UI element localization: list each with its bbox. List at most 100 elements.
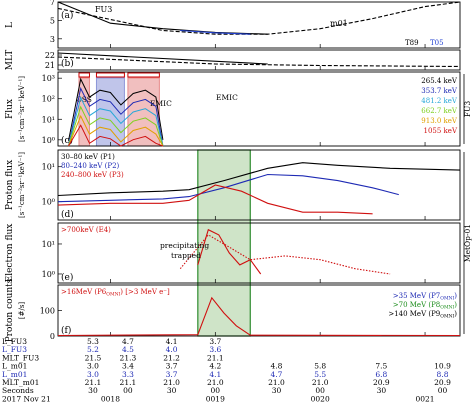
ytick-label-b-0: 21 (45, 61, 55, 70)
legend-c-4: 913.0 keV (421, 117, 458, 125)
panel-frame-e (57, 222, 461, 284)
table-cell-0-3: 3.7 (209, 337, 221, 346)
legend-d-2: 240–800 keV (P3) (61, 171, 124, 179)
flux-channel-3 (68, 105, 164, 147)
table-cell-4-1: 3.3 (122, 370, 134, 379)
yunits-c: [s⁻¹cm⁻²sr⁻¹keV⁻¹] (18, 76, 26, 142)
ytick-label-d-1: 10¹ (42, 163, 55, 172)
table-cell-5-7: 20.9 (434, 378, 451, 387)
ylabel-e: Electron flux (5, 224, 15, 283)
series-e-trapped (179, 234, 391, 275)
band-marker-0 (78, 72, 90, 78)
table-cell-6-3: 00 (211, 386, 221, 395)
ylabel-b: MLT (5, 50, 15, 70)
table-row-label-3: L_m01 (2, 362, 27, 371)
table-cell-5-4: 21.0 (268, 378, 285, 387)
yunits-d: [s⁻¹cm⁻²sr⁻¹keV⁻¹] (18, 152, 26, 218)
table-cell-6-7: 00 (438, 386, 448, 395)
table-cell-0-2: 4.1 (166, 337, 178, 346)
table-cell-4-0: 3.0 (87, 370, 99, 379)
annotation-precipitating: precipitating (160, 241, 209, 250)
label-fu3: FU3 (95, 5, 112, 14)
ytick-label-c-3: 10³ (42, 74, 55, 83)
time-tick-label-0: 0018 (101, 394, 120, 403)
flux-channel-5 (68, 124, 164, 147)
panel-a: 3 5 7 L (a) FU3 m01 T89 T05 (5, 0, 461, 49)
ytick-label-a-0: 3 (50, 35, 55, 44)
table-cell-5-5: 21.0 (312, 378, 329, 387)
table-cell-2-3: 21.1 (207, 353, 224, 362)
ytick-label-e-0: 10⁰ (42, 270, 55, 279)
flux-channel-2 (68, 96, 164, 147)
ylabel-f: Proton counts (5, 278, 15, 342)
panel-letter-a: (a) (61, 10, 73, 21)
panel-letter-e: (e) (61, 272, 73, 283)
table-cell-3-4: 4.8 (271, 362, 283, 371)
ytick-label-f-0: 0 (50, 332, 55, 341)
legend-f-3: >140 MeV (P9OMNI) (388, 310, 457, 320)
ylabel-a: L (5, 22, 15, 28)
series-d-p1 (57, 162, 461, 197)
table-cell-4-6: 6.8 (375, 370, 387, 379)
table-row-label-6: Seconds (2, 386, 34, 395)
series-a-fu3 (57, 1, 268, 35)
table-cell-1-2: 4.0 (166, 345, 178, 354)
annotation-trapped: trapped (171, 251, 201, 260)
legend-f-0: >16MeV (P6OMNI) [>3 MeV e⁻] (61, 288, 170, 298)
table-cell-6-4: 30 (272, 386, 282, 395)
table-cell-5-2: 21.0 (163, 378, 180, 387)
table-cell-3-0: 3.0 (87, 362, 99, 371)
ytick-label-e-1: 10¹ (42, 240, 55, 249)
panel-frame-a (57, 1, 461, 49)
table-cell-3-5: 5.8 (314, 362, 326, 371)
series-d-p3 (57, 184, 373, 215)
panel-frame-d (57, 149, 461, 221)
panel-letter-d: (d) (61, 209, 74, 220)
table-cell-1-3: 3.6 (209, 345, 221, 354)
ylabel-c: Flux (5, 99, 15, 119)
table-cell-3-3: 4.2 (209, 362, 221, 371)
series-b-fu3 (57, 52, 268, 65)
legend-c-1: 353.7 keV (421, 87, 458, 95)
table-cell-2-2: 21.2 (163, 353, 180, 362)
time-tick-label-1: 0019 (206, 394, 225, 403)
series-a-fu3_t05 (180, 29, 251, 35)
table-cell-6-1: 00 (123, 386, 133, 395)
panel-d: 10⁰ 10¹ Proton flux [s⁻¹cm⁻²sr⁻¹keV⁻¹] (d) 30… (5, 149, 461, 221)
yunits-f: [#/s] (18, 302, 26, 320)
table-cell-5-6: 20.9 (373, 378, 390, 387)
legend-f-2: >70 MeV (P8OMNI) (393, 301, 458, 311)
table-cell-5-0: 21.1 (85, 378, 102, 387)
ytick-label-a-1: 5 (50, 16, 55, 25)
table-cell-6-5: 00 (315, 386, 325, 395)
ytick-label-f-1: 100 (40, 307, 55, 316)
table-cell-6-2: 30 (167, 386, 177, 395)
table-cell-2-1: 21.3 (120, 353, 137, 362)
table-row-label-4: L_m01 (2, 370, 27, 379)
table-cell-4-3: 4.1 (209, 370, 221, 379)
table-cell-6-6: 30 (377, 386, 387, 395)
table-cell-3-1: 3.4 (122, 362, 134, 371)
table-cell-3-2: 3.7 (166, 362, 178, 371)
ytick-label-c-1: 10¹ (42, 115, 55, 124)
legend-f-1: >35 MeV (P7OMNI) (393, 292, 458, 302)
date-label: 2017 Nov 21 (2, 394, 51, 403)
series-b-m01 (57, 56, 461, 68)
table-cell-4-4: 4.7 (271, 370, 283, 379)
table-cell-1-1: 4.5 (122, 345, 134, 354)
annotation-emic-1: EMIC (150, 99, 172, 108)
panel-letter-f: (f) (61, 325, 71, 336)
panel-e: 10⁰ 10¹ Electron flux (e) >700keV (E4) precip… (5, 222, 461, 284)
legend-d-1: 80–240 keV (P2) (61, 162, 120, 170)
series-d-p2 (57, 173, 399, 203)
time-tick-label-3: 0021 (415, 394, 434, 403)
panel-frame-b (57, 49, 461, 71)
legend-e-0: >700keV (E4) (61, 226, 111, 234)
ytick-label-a-2: 7 (50, 0, 55, 7)
series-f-p6 (57, 296, 461, 337)
legend-c-5: 1055 keV (424, 127, 458, 135)
ytick-label-b-1: 22 (45, 51, 55, 60)
table-cell-4-5: 5.5 (314, 370, 326, 379)
